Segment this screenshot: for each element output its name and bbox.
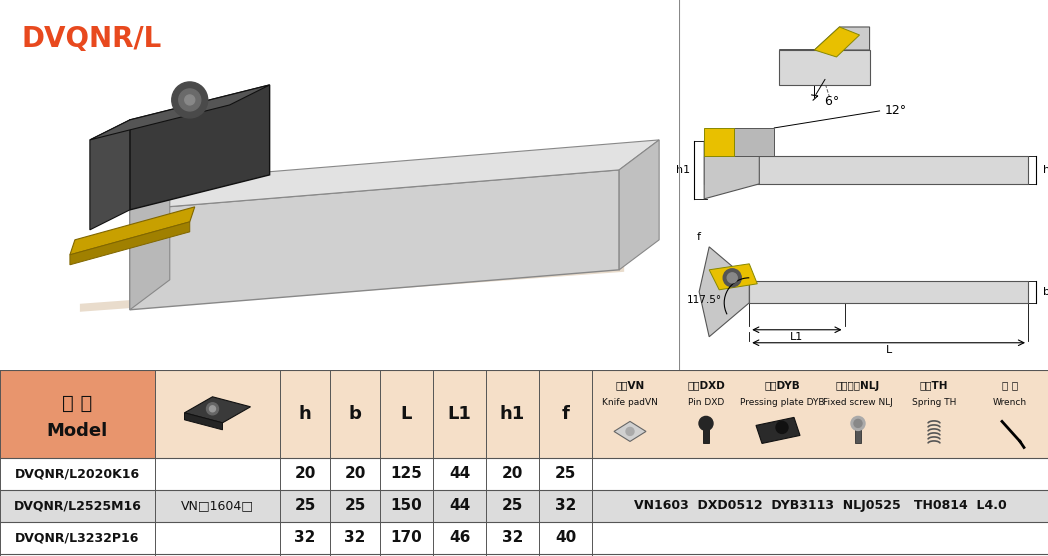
Text: 12°: 12° <box>885 105 907 117</box>
Circle shape <box>851 416 865 430</box>
Text: 46: 46 <box>449 530 471 545</box>
Circle shape <box>172 82 208 118</box>
Polygon shape <box>90 85 269 140</box>
Text: VN1603  DXD0512  DYB3113  NLJ0525   TH0814  L4.0: VN1603 DXD0512 DYB3113 NLJ0525 TH0814 L4… <box>634 499 1006 513</box>
Text: 32: 32 <box>554 498 576 513</box>
Bar <box>155 370 280 458</box>
Text: L1: L1 <box>790 332 803 342</box>
Text: 20: 20 <box>345 466 366 481</box>
Bar <box>280 370 592 458</box>
Circle shape <box>776 421 788 434</box>
Circle shape <box>727 273 737 283</box>
Polygon shape <box>130 180 170 310</box>
Polygon shape <box>749 281 1028 303</box>
Text: 32: 32 <box>294 530 315 545</box>
Text: VN□1604□: VN□1604□ <box>181 499 254 513</box>
Circle shape <box>626 428 634 435</box>
Polygon shape <box>780 50 870 85</box>
Polygon shape <box>184 413 222 430</box>
Polygon shape <box>735 128 774 156</box>
Text: b: b <box>349 405 362 423</box>
Text: DVQNR/L2020K16: DVQNR/L2020K16 <box>15 468 140 480</box>
Polygon shape <box>756 418 800 444</box>
Text: 170: 170 <box>391 530 422 545</box>
Polygon shape <box>704 128 735 156</box>
Text: Fixed screw NLJ: Fixed screw NLJ <box>823 398 893 407</box>
Text: h1: h1 <box>676 165 691 175</box>
Text: 刀垨VN: 刀垨VN <box>615 381 645 391</box>
Text: Wrench: Wrench <box>992 398 1027 407</box>
Polygon shape <box>80 264 625 312</box>
Polygon shape <box>709 264 758 290</box>
Text: L: L <box>400 405 412 423</box>
Polygon shape <box>704 141 760 199</box>
Text: f: f <box>697 232 701 242</box>
Text: 压板DYB: 压板DYB <box>764 381 800 391</box>
Circle shape <box>206 403 218 415</box>
Bar <box>0 490 592 522</box>
Polygon shape <box>814 27 859 57</box>
Bar <box>703 424 709 444</box>
Text: 型 号: 型 号 <box>63 394 92 413</box>
Text: 44: 44 <box>449 466 471 481</box>
Bar <box>592 490 1048 522</box>
Polygon shape <box>130 170 619 310</box>
Text: L1: L1 <box>447 405 472 423</box>
Text: 125: 125 <box>391 466 422 481</box>
Text: 20: 20 <box>294 466 315 481</box>
Text: 150: 150 <box>391 498 422 513</box>
Circle shape <box>699 416 713 430</box>
Polygon shape <box>614 421 646 441</box>
Bar <box>0 370 155 458</box>
Text: DVQNR/L2525M16: DVQNR/L2525M16 <box>14 499 141 513</box>
Text: 扁 手: 扁 手 <box>1002 381 1018 391</box>
Text: 25: 25 <box>502 498 523 513</box>
Bar <box>855 421 861 444</box>
Text: 销钉DXD: 销钉DXD <box>687 381 725 391</box>
Polygon shape <box>780 27 870 50</box>
Text: Spring TH: Spring TH <box>912 398 956 407</box>
Bar <box>592 370 1048 458</box>
Text: Knife padVN: Knife padVN <box>602 398 658 407</box>
Polygon shape <box>90 120 130 230</box>
Polygon shape <box>70 207 195 255</box>
Polygon shape <box>70 222 190 265</box>
Text: 25: 25 <box>345 498 366 513</box>
Polygon shape <box>184 397 250 423</box>
Polygon shape <box>130 85 269 210</box>
Text: b: b <box>1043 287 1048 297</box>
Circle shape <box>210 406 216 412</box>
Text: 25: 25 <box>554 466 576 481</box>
Text: Model: Model <box>47 423 108 440</box>
Text: 25: 25 <box>294 498 315 513</box>
Text: 117.5°: 117.5° <box>687 295 722 305</box>
Text: h1: h1 <box>500 405 525 423</box>
Text: DVQNR/L3232P16: DVQNR/L3232P16 <box>16 532 139 544</box>
Text: 44: 44 <box>449 498 471 513</box>
Text: Pressing plate DYB: Pressing plate DYB <box>740 398 824 407</box>
Text: 弹簧TH: 弹簧TH <box>920 381 948 391</box>
Text: f: f <box>562 405 569 423</box>
Polygon shape <box>699 247 749 337</box>
Circle shape <box>179 89 201 111</box>
Text: 32: 32 <box>502 530 523 545</box>
Text: Pin DXD: Pin DXD <box>687 398 724 407</box>
Text: 32: 32 <box>345 530 366 545</box>
Text: h: h <box>1043 165 1048 175</box>
Polygon shape <box>619 140 659 270</box>
Circle shape <box>184 95 195 105</box>
Text: 6°: 6° <box>822 95 839 108</box>
Text: L: L <box>886 345 892 355</box>
Text: DVQNR/L: DVQNR/L <box>22 25 162 53</box>
Text: 固定螺钉NLJ: 固定螺钉NLJ <box>836 381 880 391</box>
Text: h: h <box>299 405 311 423</box>
Polygon shape <box>130 140 659 210</box>
Circle shape <box>854 419 863 428</box>
Polygon shape <box>704 156 1028 184</box>
Text: 20: 20 <box>502 466 523 481</box>
Circle shape <box>723 269 741 287</box>
Text: 40: 40 <box>554 530 576 545</box>
